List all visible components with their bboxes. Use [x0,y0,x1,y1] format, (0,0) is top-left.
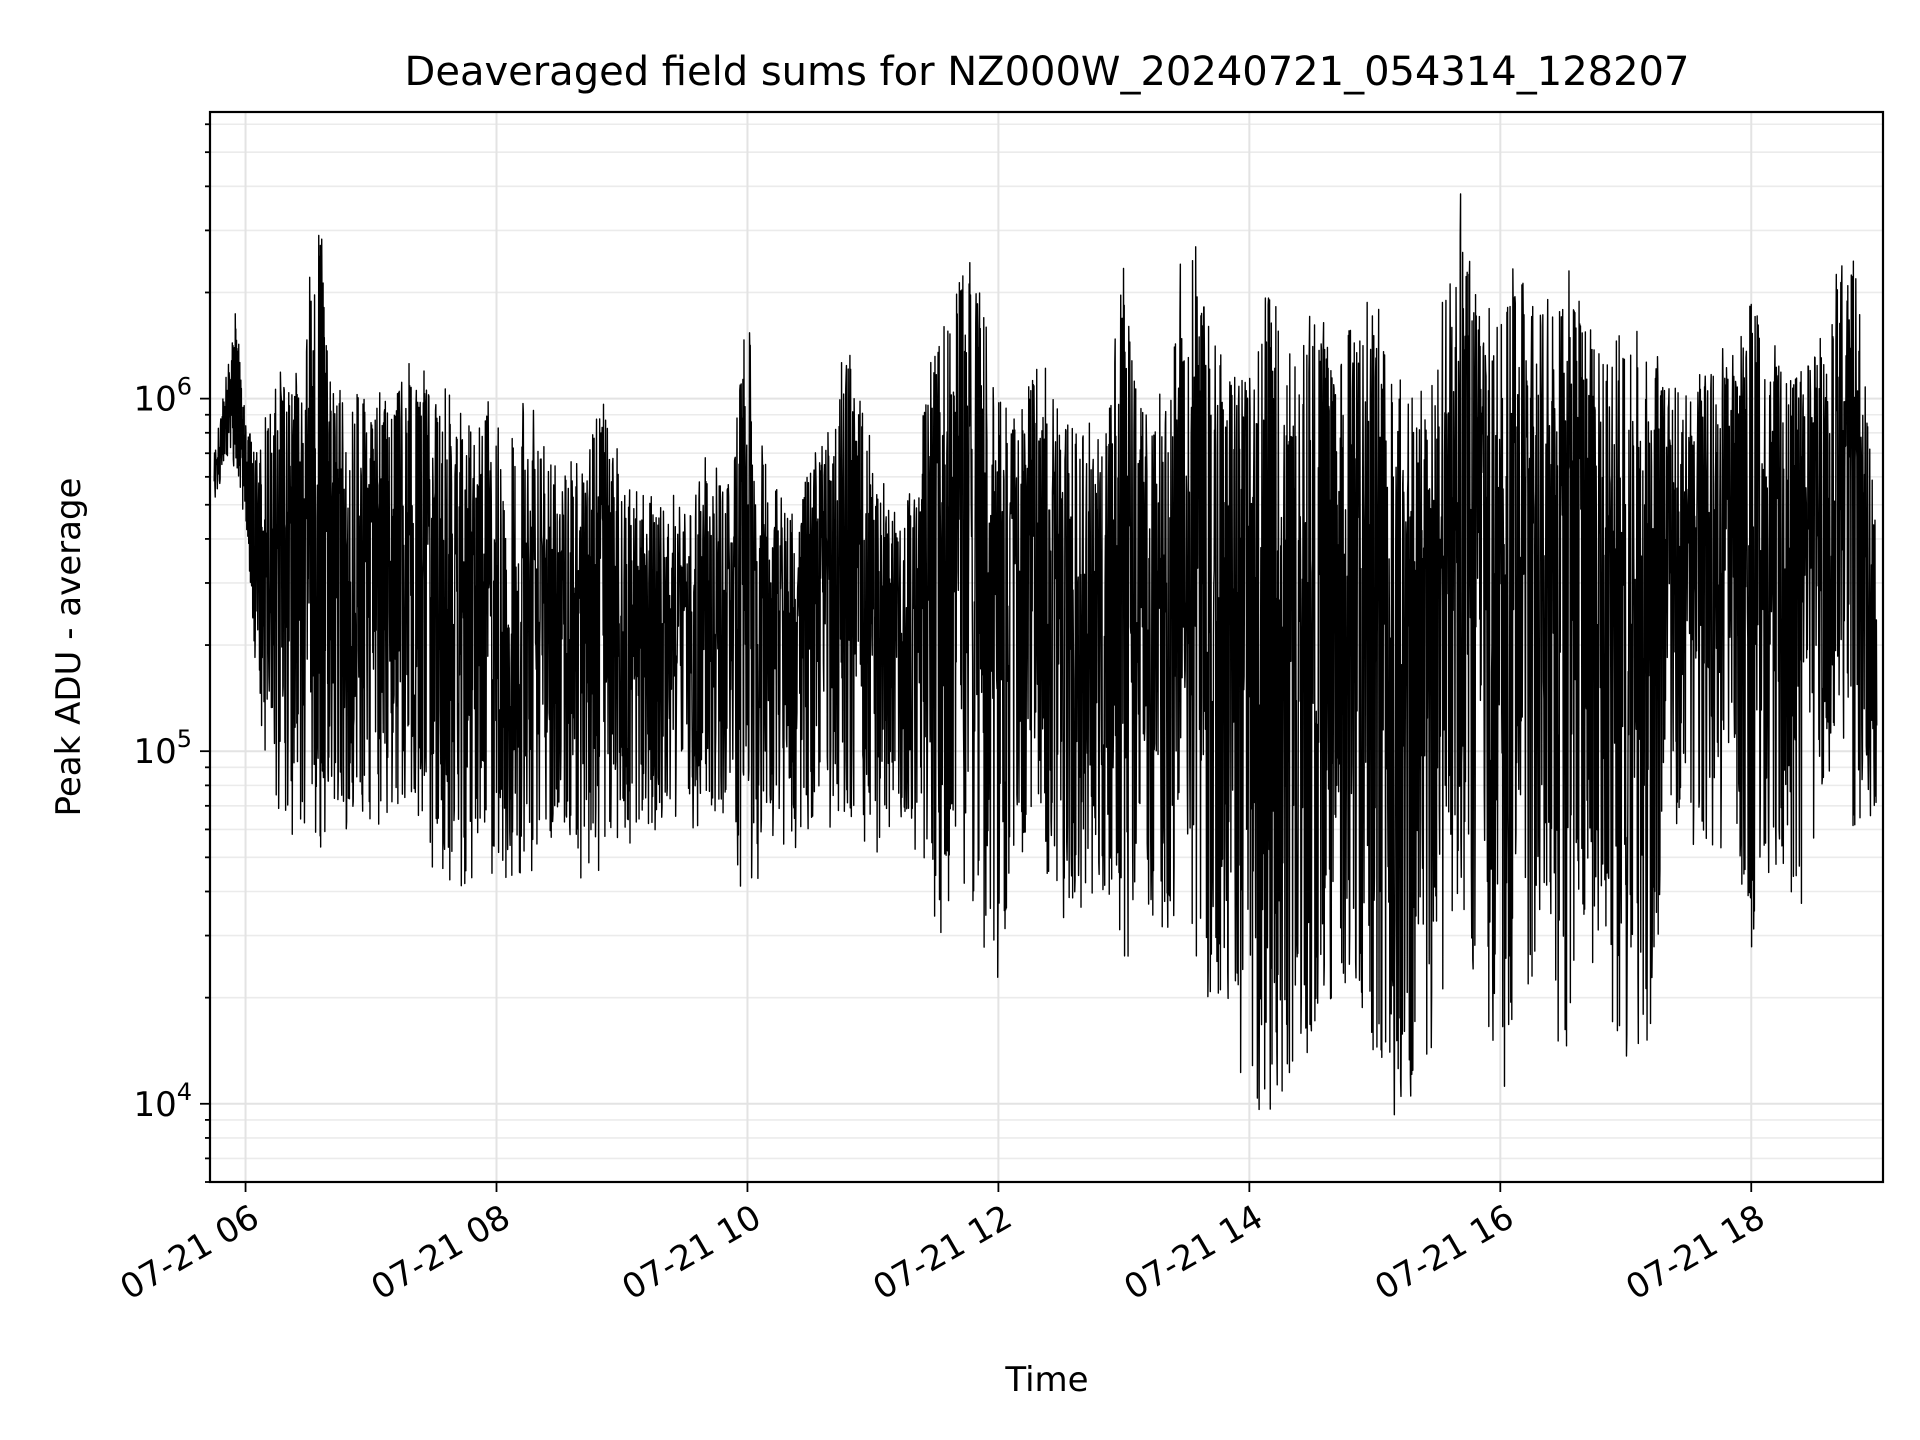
x-axis-label: Time [1004,1360,1088,1400]
y-axis-label: Peak ADU - average [49,478,89,817]
series-line [213,193,1878,1116]
y-tick-label: 105 [133,725,192,772]
plot-frame [208,110,1885,1184]
y-tick-label: 104 [133,1078,192,1125]
y-tick-label: 106 [133,373,192,420]
chart-title: Deaveraged field sums for NZ000W_2024072… [405,49,1690,95]
